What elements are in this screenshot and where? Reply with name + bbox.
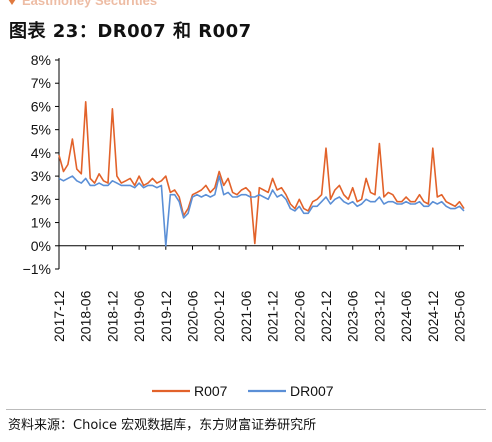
line-chart: 8% 7% 6% 5% 4% 3% 2% 1% 0% −1% 2017-12 2018-06 2018… [23, 52, 468, 399]
x-tick-labels: 2017-12 2018-06 2018-12 2019-06 2019-12 2020-… [51, 290, 468, 342]
x-tick-label: 2021-06 [238, 290, 254, 342]
series-line-r007 [58, 101, 465, 245]
y-tick-label: 4% [31, 145, 51, 161]
brand-logo-icon [8, 0, 16, 5]
source-note: 资料来源：Choice 宏观数据库，东方财富证券研究所 [8, 418, 317, 433]
y-tick-label: 7% [31, 75, 51, 91]
x-tick-label: 2025-06 [452, 290, 468, 342]
y-tick-label: −1% [23, 261, 51, 277]
x-tick-label: 2023-06 [345, 290, 361, 342]
series-lines [58, 101, 465, 247]
x-tick-label: 2021-12 [265, 290, 281, 342]
legend-label-dr007: DR007 [290, 383, 334, 399]
y-tick-label: 6% [31, 98, 51, 114]
series-line-dr007 [58, 175, 465, 247]
y-tick-label: 0% [31, 238, 51, 254]
x-tick-label: 2020-06 [185, 290, 201, 342]
x-tick-label: 2024-06 [398, 290, 414, 342]
y-tick-label: 5% [31, 122, 51, 138]
y-tick-label: 8% [31, 52, 51, 68]
x-tick-label: 2019-12 [158, 290, 174, 342]
x-tick-label: 2019-06 [131, 290, 147, 342]
x-tick-label: 2018-06 [78, 290, 94, 342]
brand-name: Eastmoney Securities [22, 0, 158, 8]
x-tick-label: 2018-12 [104, 290, 120, 342]
x-tick-label: 2022-06 [291, 290, 307, 342]
source-divider [6, 409, 486, 410]
y-tick-label: 2% [31, 191, 51, 207]
figure-title: 图表 23：DR007 和 R007 [9, 21, 252, 42]
x-tick-label: 2020-12 [211, 290, 227, 342]
y-tick-labels: 8% 7% 6% 5% 4% 3% 2% 1% 0% −1% [23, 52, 51, 277]
x-tick-label: 2023-12 [371, 290, 387, 342]
chart-axes [55, 58, 464, 270]
y-tick-label: 3% [31, 168, 51, 184]
x-tick-label: 2022-12 [318, 290, 334, 342]
top-brand-strip: Eastmoney Securities [0, 0, 492, 12]
legend-label-r007: R007 [194, 383, 228, 399]
x-tick-label: 2017-12 [51, 290, 67, 342]
x-tick-label: 2024-12 [425, 290, 441, 342]
y-tick-label: 1% [31, 215, 51, 231]
chart-legend: R007 DR007 [152, 383, 334, 399]
